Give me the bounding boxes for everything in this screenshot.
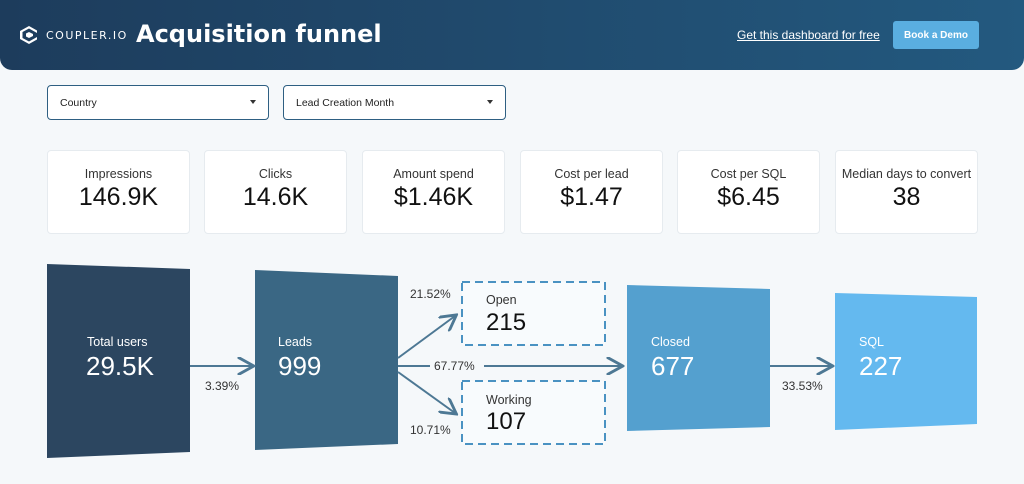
page-title: Acquisition funnel <box>136 20 382 48</box>
stage-total-users <box>47 264 190 458</box>
kpi-value: $6.45 <box>717 183 780 211</box>
kpi-card-amount-spend: Amount spend $1.46K <box>362 150 505 234</box>
coupler-logo-icon <box>20 26 37 44</box>
kpi-label: Clicks <box>258 167 293 181</box>
kpi-label: Impressions <box>84 167 153 181</box>
kpi-value: 14.6K <box>242 183 309 211</box>
funnel-diagram <box>47 264 977 458</box>
stage-leads <box>255 270 398 450</box>
country-dropdown-label: Country <box>60 96 97 109</box>
open-label: Open <box>486 293 517 307</box>
rate-leads-to-open: 21.52% <box>410 287 451 301</box>
total-users-value: 29.5K <box>86 351 154 381</box>
rate-closed-to-sql: 33.53% <box>782 379 823 393</box>
rate-users-to-leads: 3.39% <box>205 379 240 393</box>
stage-open-box <box>461 281 606 346</box>
working-label: Working <box>486 393 532 407</box>
chevron-down-icon <box>487 100 493 104</box>
arrow-leads-to-open <box>397 316 455 359</box>
kpi-card-clicks: Clicks 14.6K <box>204 150 347 234</box>
book-demo-button[interactable]: Book a Demo <box>893 21 979 49</box>
logo-text: COUPLER.IO <box>46 28 128 42</box>
kpi-value: 146.9K <box>78 183 159 211</box>
kpi-label: Cost per SQL <box>710 167 787 181</box>
arrow-leads-to-working <box>397 371 455 413</box>
sql-value: 227 <box>859 351 903 381</box>
header-bar: COUPLER.IO Acquisition funnel Get this d… <box>0 0 1024 70</box>
coupler-logo[interactable]: COUPLER.IO <box>18 24 128 46</box>
kpi-card-median-days: Median days to convert 38 <box>835 150 978 234</box>
lead-month-dropdown-label: Lead Creation Month <box>296 96 395 109</box>
leads-value: 999 <box>278 351 322 381</box>
leads-label: Leads <box>278 335 313 349</box>
kpi-label: Cost per lead <box>554 167 629 181</box>
country-dropdown[interactable]: Country <box>47 85 269 120</box>
kpi-value: $1.46K <box>393 183 474 211</box>
sql-label: SQL <box>859 335 885 349</box>
kpi-label: Amount spend <box>393 167 474 181</box>
closed-value: 677 <box>651 351 695 381</box>
kpi-value: $1.47 <box>560 183 623 211</box>
closed-label: Closed <box>651 335 690 349</box>
stage-working-box <box>461 380 606 445</box>
stage-closed <box>627 285 770 431</box>
kpi-card-impressions: Impressions 146.9K <box>47 150 190 234</box>
open-value: 215 <box>486 309 527 336</box>
kpi-card-cost-per-sql: Cost per SQL $6.45 <box>677 150 820 234</box>
rate-leads-to-closed: 67.77% <box>434 359 475 373</box>
working-value: 107 <box>486 408 527 435</box>
chevron-down-icon <box>250 100 256 104</box>
rate-leads-to-working: 10.71% <box>410 423 451 437</box>
kpi-card-cost-per-lead: Cost per lead $1.47 <box>520 150 663 234</box>
lead-month-dropdown[interactable]: Lead Creation Month <box>283 85 506 120</box>
total-users-label: Total users <box>87 335 148 349</box>
get-dashboard-link[interactable]: Get this dashboard for free <box>737 28 880 42</box>
kpi-label: Median days to convert <box>841 167 972 181</box>
kpi-value: 38 <box>892 183 921 211</box>
stage-sql <box>835 293 977 430</box>
